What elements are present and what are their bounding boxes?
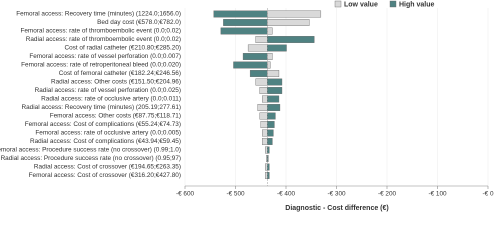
bar (262, 129, 268, 137)
bar (220, 27, 268, 35)
bar (267, 53, 273, 60)
category-label: Radial access: Recovery time (minutes) (… (22, 104, 181, 111)
category-label: Femoral access: Other costs (€87.75;€118… (50, 113, 181, 120)
x-tick-label: -€ 300 (327, 191, 346, 198)
x-tick-label: -€ 600 (176, 191, 195, 198)
x-tick-label: -€ 100 (428, 191, 447, 198)
bar (257, 104, 268, 111)
bar (267, 19, 310, 26)
x-tick-label: -€ 200 (378, 191, 397, 198)
category-label: Bed day cost (€578.0;€782.0) (97, 19, 181, 26)
category-label: Radial access: Procedure success rate (n… (1, 155, 181, 162)
category-label: Radial access: rate of thromboembolic ev… (26, 36, 181, 43)
bar (267, 95, 280, 103)
bar (267, 10, 322, 18)
bar (213, 10, 268, 18)
bar (255, 36, 268, 43)
category-label: Radial access: Cost of crossover (€194.6… (34, 164, 181, 171)
bar (259, 112, 268, 120)
category-label: Femoral access: rate of occlusive artery… (35, 130, 181, 137)
category-label: Radial access: Other costs (€151.50;€204… (51, 79, 181, 86)
bar (262, 138, 268, 145)
bar (267, 27, 273, 35)
x-tick-label: -€ 500 (226, 191, 245, 198)
bar (267, 87, 283, 94)
category-label: Cost of femoral catheter (€182.24;€246.5… (59, 70, 181, 77)
category-label: Femoral access: rate of vessel perforati… (29, 53, 181, 60)
bar (259, 87, 268, 94)
bar (267, 172, 270, 179)
bar (267, 163, 270, 171)
bar (267, 44, 287, 52)
category-label: Radial access: rate of vessel perforatio… (35, 87, 181, 94)
bar (255, 78, 268, 86)
bar (267, 146, 270, 154)
chart: Diagnostic - Cost difference (€) -€ 600 -… (0, 0, 494, 212)
bar (249, 70, 268, 77)
category-label: Femoral access: Cost of crossover (€316.… (29, 172, 181, 179)
bar (247, 44, 268, 52)
bar (265, 163, 268, 171)
bar (267, 36, 315, 43)
bar (267, 78, 283, 86)
bar (267, 121, 275, 128)
bar (260, 121, 268, 128)
bar (265, 172, 268, 179)
x-tick-label: -€ 400 (277, 191, 296, 198)
bar (267, 104, 281, 111)
bar (242, 53, 268, 60)
category-label: Femoral access: rate of thromboembolic e… (20, 28, 181, 35)
bar (233, 61, 268, 69)
x-axis-title: Diagnostic - Cost difference (€) (285, 205, 388, 212)
bar (267, 138, 273, 145)
legend-swatch (389, 0, 397, 8)
bar (267, 61, 271, 69)
legend-label: Low value (344, 1, 378, 8)
legend-label: High value (399, 1, 435, 8)
legend-swatch (334, 0, 342, 8)
category-label: Radial access: rate of occlusive artery … (41, 96, 181, 103)
category-label: Femoral access: Procedure success rate (… (0, 147, 181, 154)
bar (267, 129, 274, 137)
bar (265, 146, 268, 154)
category-label: Femoral access: Cost of complications (€… (25, 121, 181, 128)
category-label: Femoral access: rate of retroperitoneal … (21, 62, 181, 69)
bar (267, 112, 276, 120)
bar (267, 70, 280, 77)
bar (223, 19, 268, 26)
category-label: Radial access: Cost of complications (€4… (30, 138, 181, 145)
category-label: Femoral access: Recovery time (minutes) … (16, 11, 181, 18)
category-label: Cost of radial catheter (€210.80;€285.20… (64, 45, 181, 52)
bar (262, 95, 268, 103)
x-tick-label: -€ 0 (482, 191, 493, 198)
